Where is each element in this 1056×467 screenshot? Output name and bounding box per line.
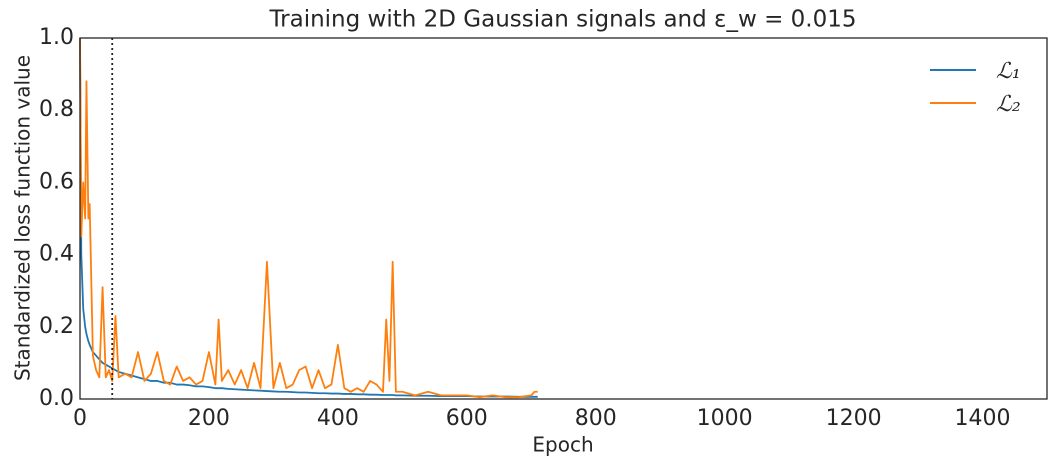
plot-frame <box>79 37 1048 400</box>
x-tick-label: 1000 <box>697 406 753 431</box>
x-tick-label: 600 <box>446 406 488 431</box>
x-tick-label: 200 <box>188 406 230 431</box>
chart-title: Training with 2D Gaussian signals and ε_… <box>268 7 856 33</box>
y-tick-label: 0.0 <box>39 386 74 411</box>
series-line <box>79 37 538 399</box>
x-tick-label: 1400 <box>955 406 1011 431</box>
legend-label: ℒ₂ <box>996 92 1021 117</box>
x-tick-label: 400 <box>317 406 359 431</box>
series-line <box>79 37 538 398</box>
y-tick-label: 0.6 <box>39 169 74 194</box>
y-axis-label: Standardized loss function value <box>11 55 35 381</box>
y-tick-label: 0.4 <box>39 242 74 267</box>
x-tick-label: 1200 <box>826 406 882 431</box>
y-tick-label: 0.8 <box>39 97 74 122</box>
x-tick-label: 0 <box>73 406 87 431</box>
x-tick-label: 800 <box>575 406 617 431</box>
x-axis-label: Epoch <box>532 433 593 457</box>
y-tick-label: 1.0 <box>39 25 74 50</box>
legend-label: ℒ₁ <box>996 59 1021 84</box>
y-tick-label: 0.2 <box>39 314 74 339</box>
